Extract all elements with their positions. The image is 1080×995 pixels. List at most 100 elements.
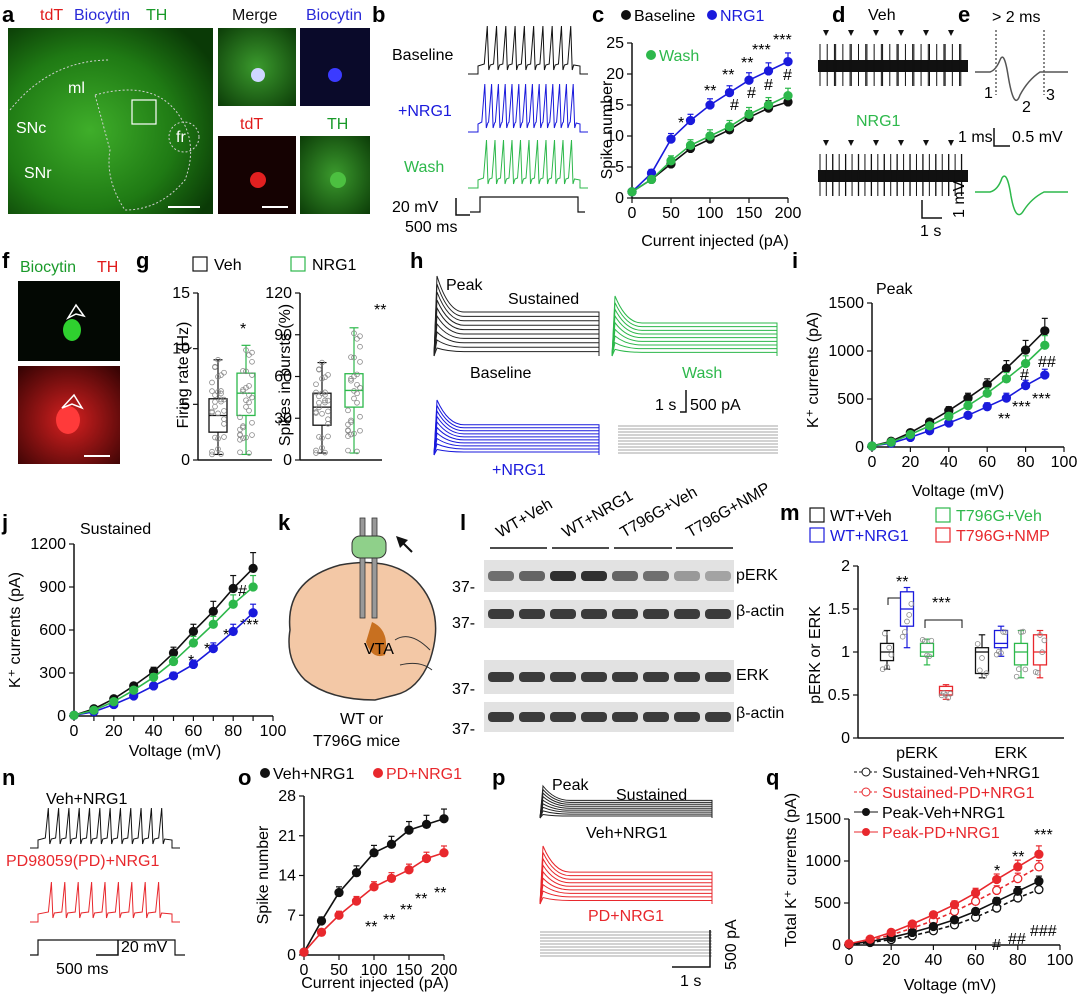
f-biocytin-cell bbox=[63, 319, 81, 341]
o-ytick-label-3: 21 bbox=[278, 828, 296, 845]
m-ytick-label-4: 2 bbox=[841, 558, 850, 575]
c-hash-175: # bbox=[764, 77, 773, 94]
j-series-2-point-1 bbox=[89, 705, 99, 715]
f-arrowhead-bottom bbox=[61, 393, 84, 410]
panel-p: Peak Sustained Veh+NRG1 PD+NRG1 1 s 500 … bbox=[539, 777, 740, 990]
q-series-1-point-7 bbox=[992, 885, 1002, 896]
m-box-0-dot-2 bbox=[884, 664, 890, 670]
m-box-6-dot-4 bbox=[1022, 666, 1029, 673]
c-xtick-label-0: 0 bbox=[628, 205, 637, 222]
l-band-actin1-2 bbox=[550, 609, 576, 619]
panel-letter-i: i bbox=[792, 248, 798, 273]
h-traces-baseline-sweep-1 bbox=[433, 339, 600, 357]
m-box-5-dot-2 bbox=[998, 650, 1004, 656]
g-left-box-1-dot-29 bbox=[249, 432, 255, 438]
p-traces-veh-sweep-3 bbox=[539, 802, 713, 819]
c-legend-nrg1: NRG1 bbox=[720, 8, 765, 25]
j-hash-90: # bbox=[238, 583, 247, 600]
l-band-perk-1 bbox=[519, 571, 545, 581]
panel-letter-e: e bbox=[958, 2, 970, 27]
g-left-box-1-dot-25 bbox=[237, 426, 243, 433]
h-label-baseline: Baseline bbox=[470, 365, 531, 382]
c-sig-125: ** bbox=[741, 55, 753, 72]
q-series-2-point-7 bbox=[992, 896, 1002, 906]
a-thumb-biocytin bbox=[300, 28, 370, 106]
i-xtick-label-1: 20 bbox=[902, 454, 920, 471]
l-band-perk-0 bbox=[488, 571, 514, 581]
f-title-biocytin: Biocytin bbox=[20, 259, 76, 276]
panel-letter-o: o bbox=[238, 765, 251, 790]
e-scale-bar bbox=[993, 128, 1010, 147]
g-right-box-1-dot-19 bbox=[357, 413, 363, 420]
h-traces-baseline-sweep-7 bbox=[433, 291, 600, 357]
q-series-3-point-8 bbox=[1013, 862, 1023, 872]
g-right-box-1-dot-16 bbox=[348, 377, 354, 384]
q-legend-3: Peak-PD+NRG1 bbox=[882, 825, 1000, 842]
g-left-box-1-dot-4 bbox=[249, 372, 255, 378]
h-traces-baseline-sweep-8 bbox=[433, 283, 600, 357]
p-traces-veh-sweep-8 bbox=[539, 784, 713, 819]
o-ytick-label-1: 7 bbox=[287, 907, 296, 924]
m-box-0-dot-1 bbox=[882, 630, 888, 637]
g-left-box-1-dot-21 bbox=[240, 435, 246, 442]
g-right-box-0-dot-15 bbox=[313, 410, 319, 416]
o-series-1-point-0 bbox=[299, 947, 309, 957]
m-box-1-dot-3 bbox=[906, 612, 912, 618]
o-sig-200: ** bbox=[434, 885, 446, 902]
d-scale-bar bbox=[921, 200, 942, 219]
chart-o: Veh+NRG1 PD+NRG1 Spike number Current in… bbox=[255, 766, 462, 992]
h-traces-baseline bbox=[433, 275, 600, 357]
c-series-1-point-7 bbox=[763, 66, 774, 76]
c-series-1-point-8 bbox=[783, 56, 793, 67]
h-traces-baseline-sweep-5 bbox=[433, 306, 600, 357]
j-xtick-label-0: 0 bbox=[70, 723, 79, 740]
b-label-nrg1: +NRG1 bbox=[398, 103, 452, 120]
c-series-1-point-4 bbox=[705, 100, 715, 110]
m-box-2-dot-1 bbox=[922, 638, 928, 644]
l-band-perk-5 bbox=[643, 571, 669, 581]
g-left-box-1-dot-2 bbox=[243, 404, 249, 410]
l-band-actin1-0 bbox=[488, 609, 514, 619]
q-series-0-point-9 bbox=[1034, 884, 1044, 895]
d-trace-veh-noise-band bbox=[818, 60, 968, 72]
c-xtick-label-3: 150 bbox=[736, 205, 763, 222]
g-left-box-0-dot-27 bbox=[215, 357, 221, 363]
g-right-box-1-dot-14 bbox=[357, 343, 363, 350]
k-vta-region bbox=[366, 622, 387, 657]
panel-letter-l: l bbox=[460, 510, 466, 535]
j-series-1-point-8 bbox=[228, 626, 238, 637]
q-series-2-point-4 bbox=[928, 921, 939, 932]
panel-letter-q: q bbox=[766, 765, 779, 790]
m-box-7-dot-4 bbox=[1041, 637, 1048, 644]
c-series-2-point-2 bbox=[666, 156, 676, 166]
panel-b: Baseline +NRG1 Wash 20 mV 500 ms bbox=[392, 25, 588, 236]
h-traces-nrg1-sweep-5 bbox=[433, 420, 600, 456]
q-series-3-point-1 bbox=[865, 934, 875, 944]
q-ylabel: Total K⁺ currents (pA) bbox=[783, 793, 800, 947]
g-right-box-1-dot-24 bbox=[357, 333, 363, 339]
p-label-sustained: Sustained bbox=[616, 787, 687, 804]
o-series-1-point-2 bbox=[334, 910, 344, 920]
g-sig-right: ** bbox=[374, 302, 386, 319]
h-traces-nrg1-sweep-3 bbox=[433, 431, 600, 456]
j-title: Sustained bbox=[80, 521, 151, 538]
q-series-3-point-7 bbox=[992, 874, 1002, 885]
g-left-box-0-dot-0 bbox=[209, 451, 215, 458]
h-traces-wash-sweep-0 bbox=[611, 348, 778, 357]
q-series-2-point-8 bbox=[1013, 886, 1023, 896]
d-trace-veh-arrow-5 bbox=[948, 30, 954, 36]
i-sig-90: *** bbox=[1032, 391, 1051, 408]
m-box-7-dot-1 bbox=[1035, 669, 1041, 676]
a-vta-outline bbox=[94, 89, 192, 211]
j-series-2-point-6 bbox=[188, 638, 199, 648]
g-left-box-0-dot-26 bbox=[212, 403, 218, 410]
g-left-box-0-dot-28 bbox=[218, 372, 224, 378]
p-traces-pd-sweep-1 bbox=[539, 890, 713, 905]
c-ytick-label-0: 0 bbox=[615, 190, 624, 207]
g-right-box-1-dot-4 bbox=[357, 359, 363, 365]
a-title-th: TH bbox=[146, 7, 167, 24]
chart-m: WT+Veh T796G+Veh WT+NRG1 T796G+NMP pERK … bbox=[807, 507, 1064, 762]
i-series-0-line bbox=[871, 330, 1046, 447]
n-trace-veh bbox=[30, 807, 180, 849]
h-traces-nrg1-sweep-7 bbox=[433, 409, 600, 456]
